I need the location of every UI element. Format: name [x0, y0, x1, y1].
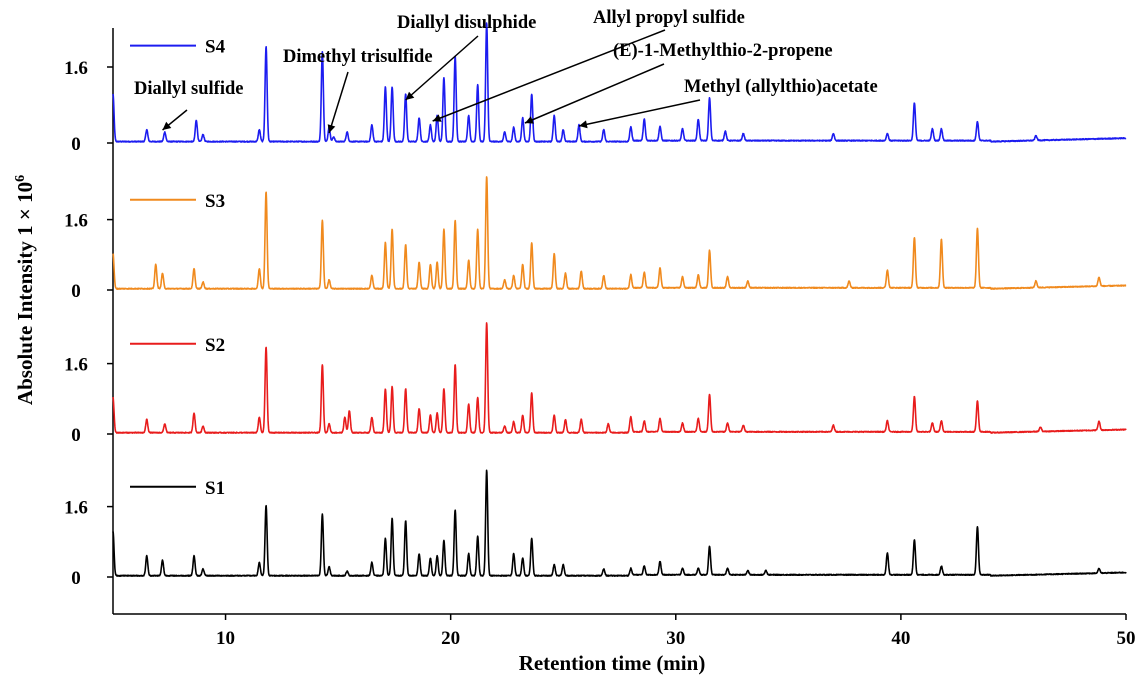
legend-label-s3: S3: [205, 191, 225, 212]
x-tick-label: 50: [1117, 628, 1136, 649]
y-axis-title: Absolute Intensity 1 × 106: [13, 175, 37, 405]
y-axis-title-exponent: 6: [13, 175, 28, 182]
y-tick-label: 0: [71, 425, 81, 446]
y-tick-label: 0: [71, 134, 81, 155]
series-trace-s4: [112, 22, 1127, 143]
peak-annotation-label: Dimethyl trisulfide: [283, 47, 433, 67]
peak-annotation-label: Allyl propyl sulfide: [593, 8, 745, 28]
x-tick-label: 10: [216, 628, 235, 649]
series-trace-s3: [112, 176, 1127, 290]
annotation-arrow-line: [405, 35, 479, 101]
chromatogram-traces: [112, 22, 1127, 577]
annotation-arrowhead: [327, 124, 336, 133]
annotation-arrowhead: [525, 116, 534, 124]
annotation-arrow-line: [432, 29, 666, 122]
legend-label-s4: S4: [205, 37, 226, 58]
x-axis-title: Retention time (min): [519, 651, 706, 675]
y-tick-label: 1.6: [64, 58, 88, 79]
annotation-arrowhead: [405, 91, 415, 100]
annotation-arrow-line: [524, 63, 665, 124]
annotation-arrowhead: [162, 121, 172, 130]
y-tick-label: 1.6: [64, 211, 88, 232]
y-tick-label: 1.6: [64, 498, 88, 519]
annotation-arrow-line: [328, 71, 349, 134]
y-tick-label: 0: [71, 568, 81, 589]
legend-label-s2: S2: [205, 335, 225, 356]
peak-annotation-label: Diallyl disulphide: [397, 13, 536, 33]
axes: 10 20 30 40 50 0 1.6 0 1.6 0 1.6 0 1.6: [64, 28, 1136, 649]
peak-annotation-label: Methyl (allylthio)acetate: [684, 77, 878, 97]
x-tick-label: 20: [441, 628, 460, 649]
series-trace-s2: [112, 322, 1127, 434]
peak-annotation-label: Diallyl sulfide: [134, 79, 243, 99]
legend: S4 S3 S2 S1: [130, 37, 226, 499]
x-tick-label: 40: [891, 628, 910, 649]
y-tick-label: 1.6: [64, 355, 88, 376]
annotation-arrowhead: [579, 120, 588, 129]
legend-label-s1: S1: [205, 478, 225, 499]
y-tick-label: 0: [71, 281, 81, 302]
x-tick-label: 30: [666, 628, 685, 649]
peak-annotation-label: (E)-1-Methylthio-2-propene: [613, 41, 833, 61]
series-trace-s1: [112, 469, 1127, 577]
annotation-arrowhead: [432, 114, 442, 122]
annotation-arrow-line: [578, 99, 701, 127]
peak-annotations: Diallyl sulfide Dimethyl trisulfide Dially…: [134, 8, 878, 134]
y-axis-title-main: Absolute Intensity 1 × 10: [13, 182, 37, 405]
